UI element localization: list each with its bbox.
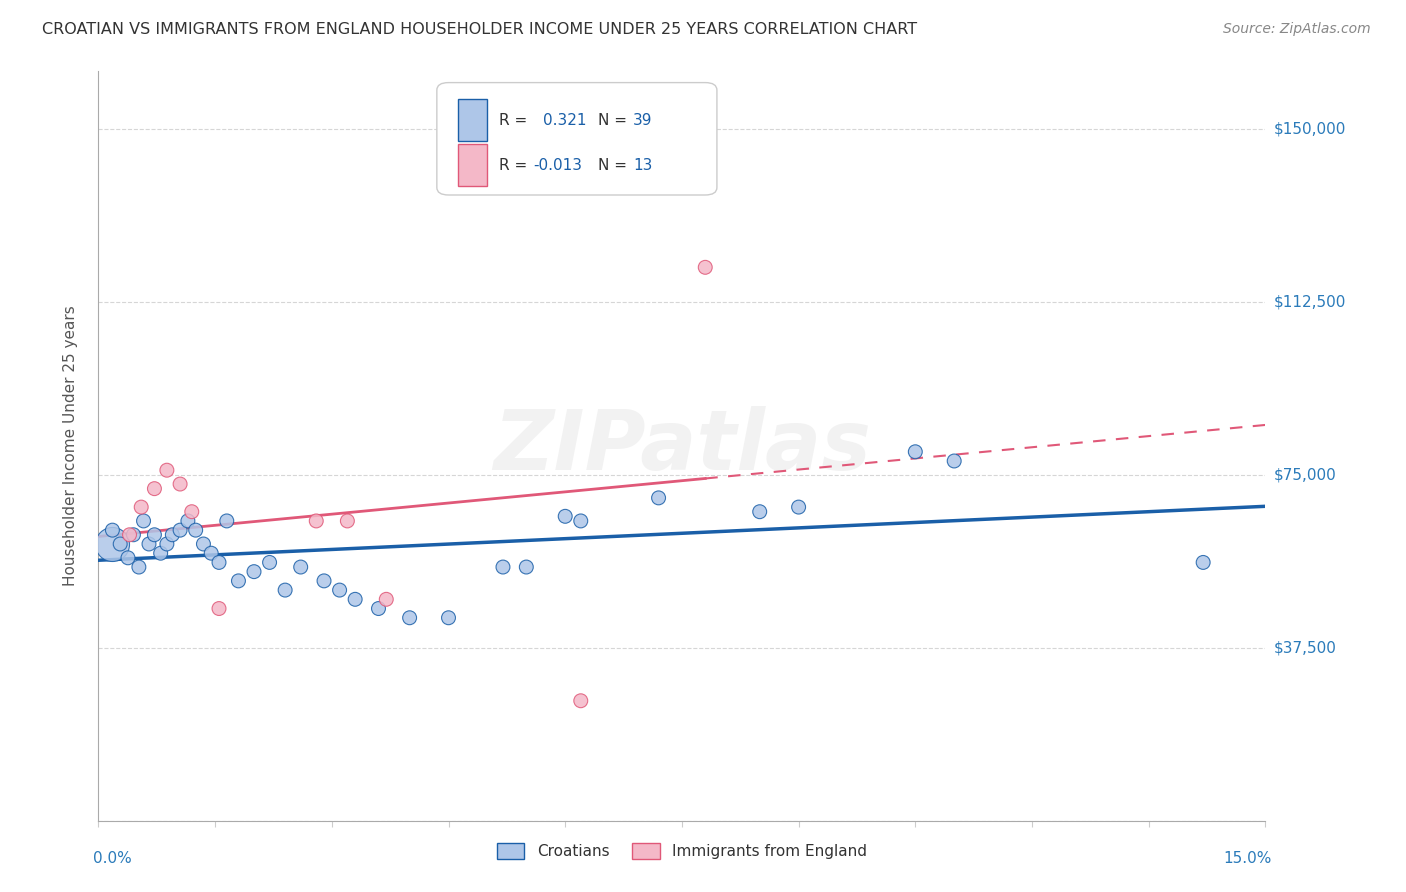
Point <box>162 528 184 542</box>
Point <box>156 463 179 477</box>
Bar <box>458 99 486 141</box>
Point <box>259 556 281 570</box>
Point <box>208 556 231 570</box>
Point <box>129 500 152 514</box>
Text: Source: ZipAtlas.com: Source: ZipAtlas.com <box>1223 22 1371 37</box>
Legend: Croatians, Immigrants from England: Croatians, Immigrants from England <box>491 838 873 865</box>
Point <box>138 537 160 551</box>
Point <box>193 537 215 551</box>
Bar <box>458 145 486 186</box>
Point <box>647 491 669 505</box>
Point <box>904 444 927 458</box>
Text: 15.0%: 15.0% <box>1223 851 1271 865</box>
Point <box>228 574 250 588</box>
Point <box>695 260 717 275</box>
Point <box>180 505 202 519</box>
Y-axis label: Householder Income Under 25 years: Householder Income Under 25 years <box>63 306 77 586</box>
Point <box>149 546 172 560</box>
Point <box>1192 556 1215 570</box>
Point <box>243 565 266 579</box>
Point <box>143 482 166 496</box>
Point <box>437 611 460 625</box>
FancyBboxPatch shape <box>437 83 717 195</box>
Point <box>208 601 231 615</box>
Text: 0.0%: 0.0% <box>93 851 131 865</box>
Point <box>787 500 810 514</box>
Point <box>554 509 576 524</box>
Point <box>515 560 537 574</box>
Point <box>329 583 352 598</box>
Text: ZIPatlas: ZIPatlas <box>494 406 870 486</box>
Point <box>122 528 145 542</box>
Point <box>748 505 770 519</box>
Point <box>132 514 155 528</box>
Text: 0.321: 0.321 <box>543 112 586 128</box>
Point <box>108 537 131 551</box>
Text: N =: N = <box>598 112 631 128</box>
Point <box>169 477 191 491</box>
Text: $112,500: $112,500 <box>1274 294 1346 310</box>
Point <box>143 528 166 542</box>
Point <box>569 514 592 528</box>
Point <box>398 611 420 625</box>
Text: R =: R = <box>499 112 531 128</box>
Point <box>128 560 150 574</box>
Point <box>177 514 200 528</box>
Point <box>375 592 398 607</box>
Text: $75,000: $75,000 <box>1274 467 1337 483</box>
Text: CROATIAN VS IMMIGRANTS FROM ENGLAND HOUSEHOLDER INCOME UNDER 25 YEARS CORRELATIO: CROATIAN VS IMMIGRANTS FROM ENGLAND HOUS… <box>42 22 917 37</box>
Point <box>344 592 367 607</box>
Point <box>101 523 124 537</box>
Text: 13: 13 <box>633 158 652 172</box>
Point <box>156 537 179 551</box>
Point <box>290 560 312 574</box>
Point <box>215 514 238 528</box>
Text: -0.013: -0.013 <box>534 158 582 172</box>
Point <box>118 528 141 542</box>
Point <box>101 537 124 551</box>
Text: N =: N = <box>598 158 631 172</box>
Point <box>184 523 207 537</box>
Point <box>169 523 191 537</box>
Point <box>200 546 222 560</box>
Point <box>367 601 389 615</box>
Point <box>274 583 297 598</box>
Point <box>117 550 139 565</box>
Text: $150,000: $150,000 <box>1274 121 1346 136</box>
Point <box>492 560 515 574</box>
Text: 39: 39 <box>633 112 652 128</box>
Text: $37,500: $37,500 <box>1274 640 1337 656</box>
Point <box>312 574 335 588</box>
Point <box>305 514 328 528</box>
Point <box>336 514 359 528</box>
Point <box>943 454 966 468</box>
Point <box>569 694 592 708</box>
Text: R =: R = <box>499 158 531 172</box>
